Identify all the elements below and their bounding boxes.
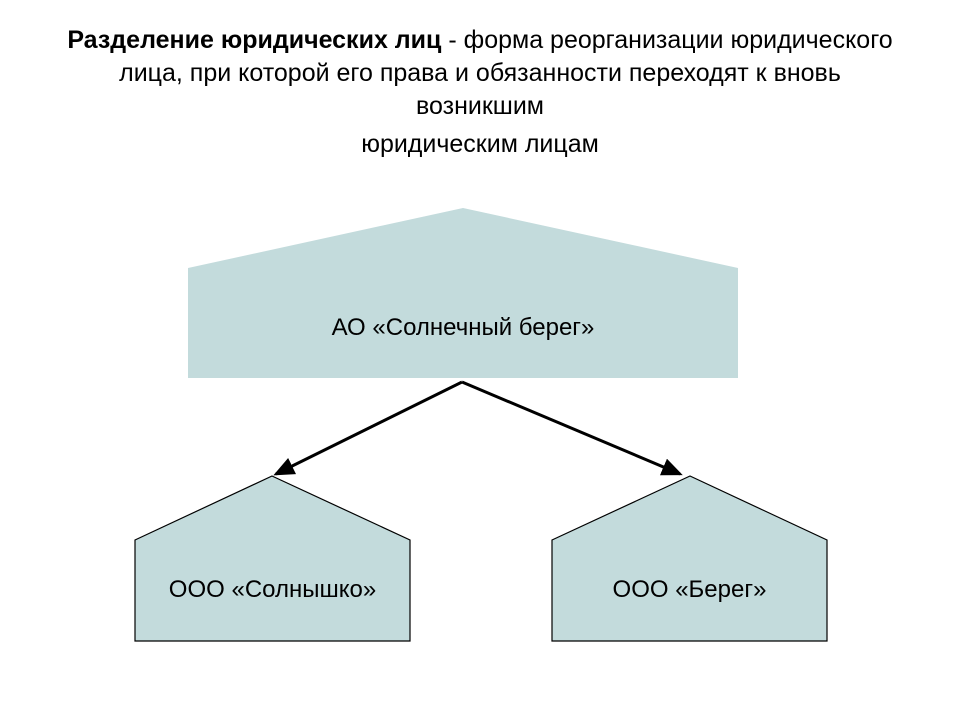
child-right-label: ООО «Берег» — [552, 540, 827, 640]
diagram-stage: Разделение юридических лиц - форма реорг… — [0, 0, 960, 720]
parent-label: АО «Солнечный берег» — [188, 288, 738, 368]
arrow-left — [276, 382, 462, 474]
child-left-label: ООО «Солнышко» — [135, 540, 410, 640]
arrow-right — [462, 382, 680, 474]
